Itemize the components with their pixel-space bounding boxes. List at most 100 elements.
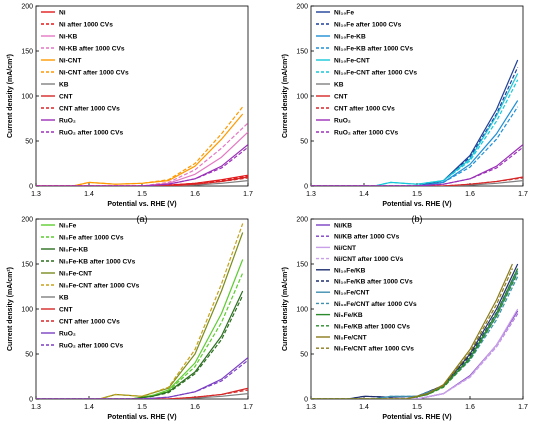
panel-0: 1.3 1.4 1.5 1.6 1.7 0 50 100 150 200 Potential vs.…	[7, 4, 253, 225]
panel-2: 1.3 1.4 1.5 1.6 1.7 0 50 100 150 200 Potential vs.…	[7, 217, 253, 422]
x-tick-label-1-2: 1.5	[412, 191, 422, 198]
series-line-2-5	[36, 223, 244, 399]
series-line-2-0	[36, 259, 244, 399]
legend-label-1-0: Ni₁₀Fe	[334, 10, 354, 17]
legend-label-3-11: Ni₅Fe/CNT after 1000 CVs	[334, 346, 414, 353]
legend-label-0-7: CNT	[59, 94, 73, 101]
legend-label-1-3: Ni₁₀Fe-KB after 1000 CVs	[334, 46, 413, 53]
series-line-2-10	[36, 359, 248, 399]
series-line-2-9	[36, 357, 248, 399]
series-line-2-6	[36, 393, 248, 399]
series-line-2-3	[36, 295, 244, 399]
series-group-1	[311, 59, 523, 186]
x-axis-label-2: Potential vs. RHE (V)	[107, 414, 176, 421]
legend-label-1-6: KB	[334, 82, 344, 89]
y-axis-label-0: Current density (mA/cm²)	[7, 54, 14, 138]
legend-label-2-5: Ni₅Fe-CNT after 1000 CVs	[59, 283, 140, 290]
legend-label-3-8: Ni₅Fe/KB	[334, 312, 363, 319]
series-line-0-1	[36, 175, 248, 186]
x-axis-label-3: Potential vs. RHE (V)	[382, 414, 451, 421]
y-tick-label-2-4: 200	[21, 217, 33, 224]
series-line-0-6	[36, 180, 248, 186]
series-line-3-2	[311, 308, 519, 399]
legend-label-3-9: Ni₅Fe/KB after 1000 CVs	[334, 323, 410, 330]
series-line-1-2	[311, 100, 519, 186]
x-tick-label-2-4: 1.7	[243, 404, 253, 411]
x-tick-label-2-1: 1.4	[84, 404, 94, 411]
series-line-3-5	[311, 268, 519, 399]
legend-label-3-6: Ni₁₀Fe/CNT	[334, 290, 369, 297]
legend-label-1-10: RuO₂ after 1000 CVs	[334, 130, 398, 137]
x-axis-label-0: Potential vs. RHE (V)	[107, 201, 176, 208]
x-tick-label-0-4: 1.7	[243, 191, 253, 198]
y-tick-label-3-3: 150	[296, 262, 308, 269]
series-line-0-4	[36, 113, 244, 186]
series-line-0-3	[36, 122, 248, 186]
series-line-0-10	[36, 146, 248, 186]
y-tick-label-1-3: 150	[296, 49, 308, 56]
legend-label-1-7: CNT	[334, 94, 348, 101]
y-axis-label-1: Current density (mA/cm²)	[282, 54, 289, 138]
y-tick-label-0-0: 0	[29, 184, 33, 191]
x-tick-label-2-2: 1.5	[137, 404, 147, 411]
legend-label-3-10: Ni₅Fe/CNT	[334, 335, 367, 342]
series-line-0-8	[36, 177, 248, 186]
legend-label-1-1: Ni₁₀Fe after 1000 CVs	[334, 22, 402, 29]
series-line-3-3	[311, 312, 519, 399]
x-tick-label-3-0: 1.3	[306, 404, 316, 411]
legend-label-3-3: Ni/CNT after 1000 CVs	[334, 256, 404, 263]
legend-label-0-4: Ni-CNT	[59, 58, 81, 65]
legend-label-0-5: Ni-CNT after 1000 CVs	[59, 70, 129, 77]
legend-label-3-0: Ni/KB	[334, 223, 352, 230]
legend-label-2-8: CNT after 1000 CVs	[59, 319, 120, 326]
x-tick-label-1-3: 1.6	[465, 191, 475, 198]
y-tick-label-0-3: 150	[21, 49, 33, 56]
y-tick-label-2-2: 100	[21, 307, 33, 314]
legend-label-2-9: RuO₂	[59, 331, 76, 338]
series-line-1-8	[311, 177, 523, 186]
series-line-2-1	[36, 272, 244, 399]
series-line-3-11	[311, 268, 513, 399]
y-tick-label-0-4: 200	[21, 4, 33, 11]
legend-label-1-5: Ni₁₀Fe-CNT after 1000 CVs	[334, 70, 417, 77]
legend-label-0-0: Ni	[59, 10, 66, 17]
legend-label-0-6: KB	[59, 82, 69, 89]
series-line-1-6	[311, 180, 523, 186]
panel-3: 1.3 1.4 1.5 1.6 1.7 0 50 100 150 200 Potential vs.…	[282, 217, 528, 422]
x-tick-label-3-3: 1.6	[465, 404, 475, 411]
series-group-3	[311, 263, 519, 399]
panel-1: 1.3 1.4 1.5 1.6 1.7 0 50 100 150 200 Potential vs.…	[282, 4, 528, 225]
x-tick-label-0-1: 1.4	[84, 191, 94, 198]
y-tick-label-0-1: 50	[25, 139, 33, 146]
legend-label-1-9: RuO₂	[334, 118, 351, 125]
legend-label-2-4: Ni₅Fe-CNT	[59, 271, 92, 278]
legend-label-2-10: RuO₂ after 1000 CVs	[59, 343, 123, 350]
x-tick-label-3-2: 1.5	[412, 404, 422, 411]
x-tick-label-2-3: 1.6	[190, 404, 200, 411]
series-line-0-5	[36, 106, 244, 186]
x-axis-label-1: Potential vs. RHE (V)	[382, 201, 451, 208]
series-line-3-9	[311, 272, 519, 399]
legend-label-3-1: Ni/KB after 1000 CVs	[334, 234, 400, 241]
legend-label-1-8: CNT after 1000 CVs	[334, 106, 395, 113]
legend-label-2-0: Ni₅Fe	[59, 223, 77, 230]
series-line-1-0	[311, 59, 519, 186]
legend-label-0-1: Ni after 1000 CVs	[59, 22, 113, 29]
y-axis-label-3: Current density (mA/cm²)	[282, 267, 289, 351]
series-line-3-8	[311, 268, 519, 399]
y-tick-label-3-1: 50	[300, 352, 308, 359]
x-tick-label-2-0: 1.3	[31, 404, 41, 411]
series-line-2-4	[36, 232, 244, 399]
y-tick-label-3-4: 200	[296, 217, 308, 224]
y-tick-label-1-0: 0	[304, 184, 308, 191]
y-tick-label-0-2: 100	[21, 94, 33, 101]
series-line-1-1	[311, 66, 519, 186]
y-tick-label-1-1: 50	[300, 139, 308, 146]
legend-label-0-9: RuO₂	[59, 118, 76, 125]
legend-label-2-3: Ni₅Fe-KB after 1000 CVs	[59, 259, 136, 266]
y-tick-label-2-3: 150	[21, 262, 33, 269]
x-tick-label-1-1: 1.4	[359, 191, 369, 198]
y-tick-label-2-0: 0	[29, 397, 33, 404]
